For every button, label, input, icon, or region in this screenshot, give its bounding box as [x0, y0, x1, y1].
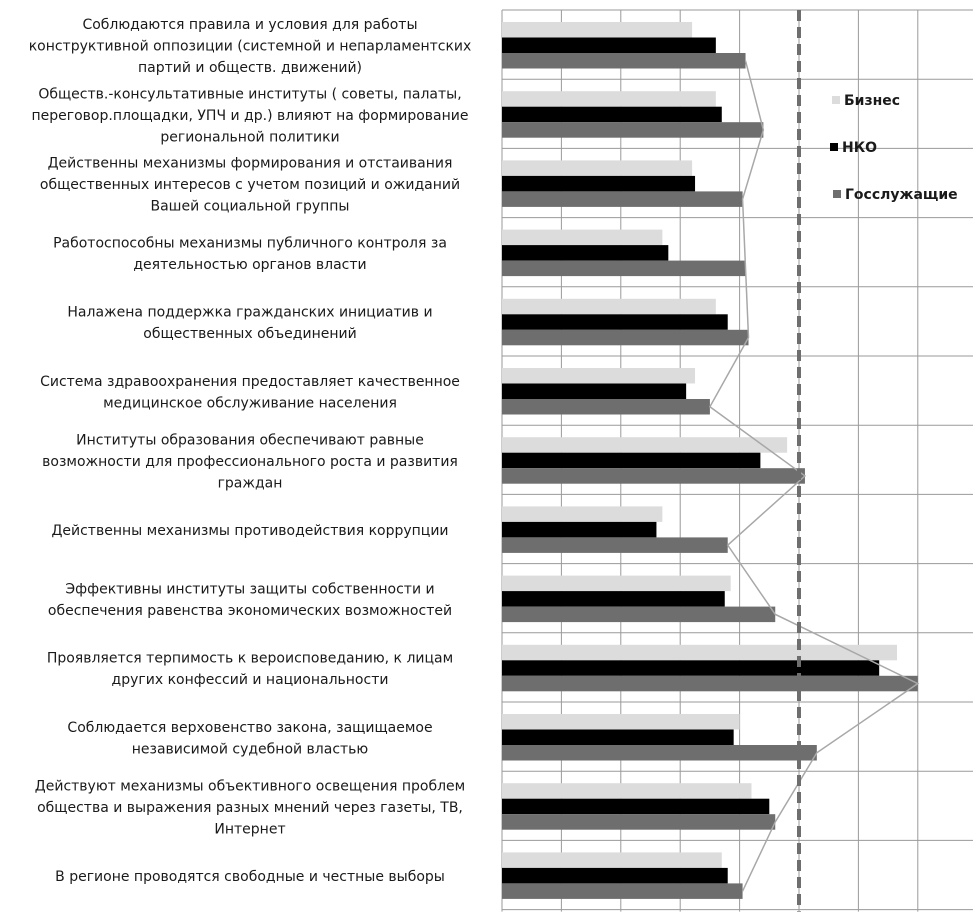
category-label: граждан: [218, 475, 283, 491]
bar-business: [502, 644, 898, 661]
category-label: Соблюдается верховенство закона, защищае…: [67, 720, 432, 736]
bar-civil-servants: [502, 53, 746, 69]
bar-civil-servants: [502, 537, 728, 553]
category-label: Обществ.-консультативные институты ( сов…: [38, 86, 461, 102]
category-label: конструктивной оппозиции (системной и не…: [29, 39, 472, 55]
bar-civil-servants: [502, 329, 749, 346]
category-labels: Соблюдаются правила и условия для работы…: [29, 17, 472, 885]
bar-business: [502, 506, 663, 522]
category-label: партий и обществ. движений): [138, 60, 362, 76]
bar-business: [502, 368, 696, 384]
bar-nko: [502, 106, 722, 123]
category-label: обеспечения равенства экономических возм…: [48, 603, 452, 619]
bars: [502, 22, 918, 899]
bar-nko: [502, 314, 728, 330]
category-label: общества и выражения разных мнений через…: [37, 800, 463, 816]
bar-business: [502, 22, 693, 38]
legend-swatch: [832, 96, 840, 104]
bar-business: [502, 714, 740, 730]
bar-business: [502, 298, 716, 315]
category-label: возможности для профессионального роста …: [42, 454, 458, 470]
category-label: деятельностью органов власти: [133, 257, 366, 273]
bar-civil-servants: [502, 399, 710, 415]
bar-nko: [502, 729, 734, 745]
category-label: независимой судебной властью: [132, 741, 369, 757]
bar-nko: [502, 867, 728, 884]
bar-business: [502, 160, 693, 176]
bar-nko: [502, 660, 880, 676]
legend-label: НКО: [842, 140, 877, 156]
bar-civil-servants: [502, 122, 764, 138]
legend-label: Госслужащие: [845, 187, 958, 203]
category-label: Работоспособны механизмы публичного конт…: [53, 235, 447, 251]
legend: Бизнес НКО Госслужащие: [830, 93, 958, 203]
category-label: Вашей социальной группы: [151, 199, 350, 215]
category-label: Система здравоохранения предоставляет ка…: [40, 374, 460, 390]
category-label: Эффективны институты защиты собственност…: [65, 581, 434, 597]
category-label: Проявляется терпимость к вероисповеданию…: [47, 651, 453, 667]
category-label: Налажена поддержка гражданских инициатив…: [67, 305, 432, 321]
bar-civil-servants: [502, 191, 743, 207]
category-label: Действенны механизмы противодействия кор…: [51, 523, 448, 539]
category-label: В регионе проводятся свободные и честные…: [55, 869, 445, 885]
category-label: Интернет: [214, 821, 285, 837]
bar-civil-servants: [502, 675, 918, 692]
legend-swatch: [830, 143, 838, 151]
category-label: общественных объединений: [143, 326, 356, 342]
bar-nko: [502, 245, 669, 261]
bar-business: [502, 437, 788, 453]
bar-civil-servants: [502, 260, 746, 277]
series-connector-line: [708, 60, 920, 892]
bar-nko: [502, 37, 716, 53]
bar-nko: [502, 591, 725, 607]
bar-civil-servants: [502, 883, 743, 899]
bar-civil-servants: [502, 468, 805, 484]
legend-swatch: [833, 190, 841, 198]
category-label: Институты образования обеспечивают равны…: [76, 432, 424, 448]
category-label: региональной политики: [160, 129, 339, 145]
category-label: переговор.площадки, УПЧ и др.) влияют на…: [31, 108, 468, 124]
bar-civil-servants: [502, 606, 776, 623]
bar-business: [502, 575, 731, 592]
bar-nko: [502, 175, 696, 192]
category-label: Действенны механизмы формирования и отст…: [48, 156, 453, 172]
bar-nko: [502, 798, 770, 815]
category-label: Соблюдаются правила и условия для работы: [82, 17, 417, 33]
bar-nko: [502, 521, 657, 538]
bar-civil-servants: [502, 814, 776, 830]
bar-business: [502, 852, 722, 868]
category-label: Действуют механизмы объективного освещен…: [35, 778, 465, 794]
bar-nko: [502, 383, 687, 399]
bar-business: [502, 91, 716, 107]
legend-label: Бизнес: [844, 93, 900, 109]
bar-business: [502, 229, 663, 246]
category-label: других конфессий и национальности: [112, 672, 389, 688]
category-label: общественных интересов с учетом позиций …: [40, 177, 460, 193]
bar-nko: [502, 452, 761, 469]
bar-business: [502, 783, 752, 799]
category-label: медицинское обслуживание населения: [103, 395, 397, 411]
bar-civil-servants: [502, 745, 817, 761]
